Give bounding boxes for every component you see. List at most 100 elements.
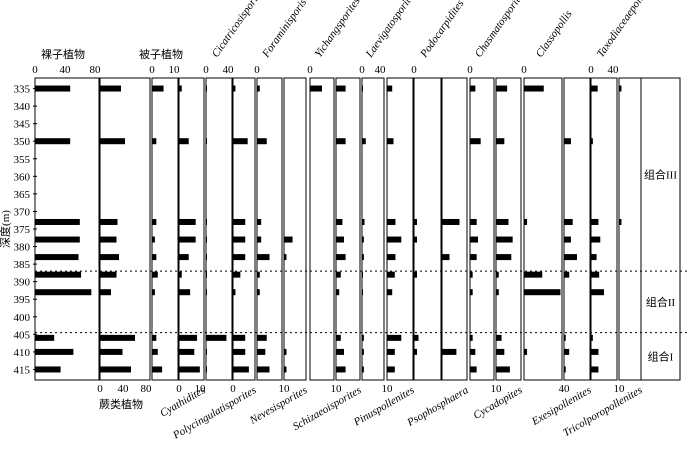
panel-frame <box>335 77 361 381</box>
data-bar <box>564 366 566 373</box>
data-bar <box>362 236 364 243</box>
panel-frame <box>469 77 495 381</box>
data-bar <box>591 138 593 145</box>
data-bar <box>387 254 396 261</box>
data-bar <box>564 254 577 261</box>
data-bar <box>233 254 246 261</box>
depth-axis: 335 340 345 350 355 360 365 370 375 380 385 390 395 4… <box>0 84 37 376</box>
depth-tick-label: 370 <box>14 206 31 218</box>
data-bar <box>564 334 566 341</box>
depth-tick-label: 405 <box>14 329 31 341</box>
data-bar <box>206 85 207 92</box>
data-bar <box>233 85 236 92</box>
data-bar <box>206 334 227 341</box>
data-bar <box>564 271 570 278</box>
data-bar <box>257 218 262 225</box>
depth-tick-label: 340 <box>14 101 31 113</box>
data-bar <box>257 236 262 243</box>
data-bar <box>179 334 198 341</box>
panel-tick-label: 10 <box>614 383 626 395</box>
data-bar <box>233 271 241 278</box>
data-bar <box>496 366 510 373</box>
data-bar <box>336 138 346 145</box>
data-bar <box>35 366 61 373</box>
data-bar <box>524 85 544 92</box>
data-bar <box>257 254 270 261</box>
data-bar <box>35 236 80 243</box>
panel-tick-label: 10 <box>279 383 291 395</box>
panel-frame <box>523 77 563 381</box>
data-bar <box>496 348 505 355</box>
data-bar <box>362 85 363 92</box>
panel-tick-label: 0 <box>203 64 209 76</box>
data-bar <box>387 334 402 341</box>
panel-3: 0 10 被子植物 <box>139 47 183 381</box>
zone-column: 组合III 组合II 组合I <box>640 77 681 381</box>
data-bar <box>442 254 450 261</box>
data-bar <box>284 254 287 261</box>
depth-tick-label: 410 <box>14 347 31 359</box>
data-bar <box>362 138 366 145</box>
panel-tick-label: 40 <box>60 64 72 76</box>
panel-frame <box>151 77 179 381</box>
data-bar <box>362 366 364 373</box>
data-bar <box>233 138 248 145</box>
panel-frame <box>441 77 468 381</box>
data-bar <box>35 254 79 261</box>
data-bar <box>414 218 417 225</box>
data-bar <box>152 254 157 261</box>
data-bar <box>591 334 593 341</box>
data-bar <box>524 271 543 278</box>
data-bar <box>152 334 157 341</box>
panel-frame <box>495 77 522 381</box>
data-bar <box>179 254 189 261</box>
data-bar <box>179 271 182 278</box>
data-bar <box>179 289 191 296</box>
data-bar <box>100 271 117 278</box>
data-bar <box>336 236 344 243</box>
data-bar <box>100 366 131 373</box>
data-bar <box>591 236 601 243</box>
data-bar <box>470 85 476 92</box>
data-bar <box>206 366 207 373</box>
depth-tick-label: 350 <box>14 136 31 148</box>
data-bar <box>257 85 260 92</box>
panel-1: 0 40 80 裸子植物 <box>32 47 101 381</box>
depth-tick-label: 385 <box>14 259 31 271</box>
panel-frame <box>386 77 414 381</box>
depth-tick-label: 375 <box>14 224 31 236</box>
data-bar <box>310 85 322 92</box>
data-bar <box>362 348 364 355</box>
data-bar <box>470 138 481 145</box>
data-bar <box>179 138 189 145</box>
panel-frame <box>283 77 307 381</box>
taxon-label: Yichangsporites <box>313 0 363 60</box>
data-bar <box>414 348 417 355</box>
panel-11: 0 40 Laevigatosporites <box>359 0 419 381</box>
taxon-label: Psophosphaera <box>404 384 471 429</box>
data-bar <box>362 334 364 341</box>
data-bar <box>35 289 92 296</box>
data-bar <box>152 348 158 355</box>
panel-tick-label: 0 <box>307 64 313 76</box>
data-bar <box>387 236 402 243</box>
data-bar <box>496 254 512 261</box>
taxon-label: Chasmatosporites <box>473 0 528 60</box>
taxon-label: Taxodiaceaepollenites hiatus <box>595 0 678 60</box>
panel-tick-label: 0 <box>97 383 103 395</box>
data-bar <box>284 348 287 355</box>
data-bar <box>257 366 270 373</box>
group-label: 蕨类植物 <box>99 397 143 411</box>
panel-tick-label: 10 <box>491 383 503 395</box>
panel-tick-label: 0 <box>359 64 365 76</box>
panel-tick-label: 40 <box>375 64 387 76</box>
data-bar <box>496 218 509 225</box>
panel-tick-label: 0 <box>176 383 182 395</box>
taxon-label: Polycingulatisporites <box>170 384 258 442</box>
data-bar <box>233 348 246 355</box>
data-bar <box>362 289 363 296</box>
zone-label: 组合I <box>648 349 674 363</box>
